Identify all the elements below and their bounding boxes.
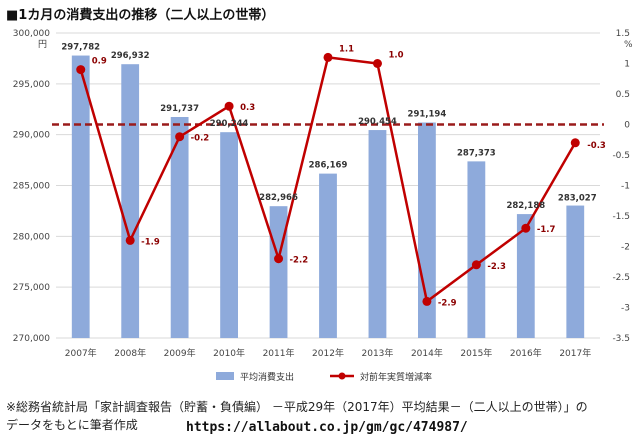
- bar-value-label: 283,027: [558, 194, 597, 204]
- axes: 円 % 270,000 275,000 280,000 285,000 290,000 2…: [13, 29, 633, 359]
- bar-series: [71, 55, 585, 338]
- right-tick-label: -2.5: [612, 273, 630, 283]
- bar: [467, 161, 486, 338]
- right-tick-label: -3: [621, 304, 630, 314]
- x-tick-label: 2012年: [312, 347, 344, 359]
- x-tick-label: 2017年: [559, 347, 591, 359]
- source-url[interactable]: https://allabout.co.jp/gm/gc/474987/: [186, 420, 468, 435]
- line-value-label: 1.0: [388, 51, 403, 61]
- line-value-label: 1.1: [339, 44, 354, 54]
- data-labels: 297,782 296,932 291,737 290,244 282,966 286,1…: [61, 43, 606, 309]
- line-value-label: -2.9: [438, 298, 457, 308]
- bar-value-label: 286,169: [309, 161, 348, 171]
- legend-bar-label: 平均消費支出: [240, 371, 294, 383]
- bar: [269, 206, 288, 338]
- right-tick-label: 0.5: [616, 90, 630, 100]
- left-tick-label: 270,000: [13, 334, 50, 344]
- right-tick-label: 0: [624, 121, 630, 131]
- x-tick-label: 2009年: [164, 347, 196, 359]
- x-tick-label: 2011年: [263, 347, 295, 359]
- bar: [71, 55, 90, 338]
- right-tick-label: -1.5: [612, 212, 630, 222]
- x-tick-label: 2007年: [65, 347, 97, 359]
- line-value-label: -1.7: [537, 225, 556, 235]
- line-point: [76, 65, 86, 75]
- left-tick-label: 290,000: [13, 131, 50, 141]
- bar-value-label: 291,737: [160, 104, 199, 114]
- bar: [220, 132, 238, 338]
- bar: [319, 173, 337, 338]
- bar-value-label: 296,932: [111, 51, 150, 61]
- left-axis-unit: 円: [38, 39, 47, 50]
- left-tick-label: 285,000: [13, 182, 50, 192]
- bar: [170, 117, 189, 338]
- line-point: [570, 138, 580, 148]
- line-value-label: -0.3: [587, 141, 606, 151]
- chart-title: ■1カ月の消費支出の推移（二人以上の世帯）: [6, 8, 275, 23]
- left-tick-label: 280,000: [13, 232, 50, 242]
- bar-value-label: 290,244: [210, 119, 249, 129]
- line-value-label: -2.3: [487, 262, 506, 272]
- bar: [566, 205, 585, 338]
- bar-value-label: 282,966: [259, 193, 298, 203]
- line-point: [175, 132, 185, 142]
- legend-line-marker: [338, 372, 346, 380]
- x-tick-label: 2015年: [460, 347, 492, 359]
- x-tick-label: 2013年: [362, 347, 394, 359]
- left-tick-label: 295,000: [13, 80, 50, 90]
- line-point: [323, 52, 333, 62]
- line-point: [125, 235, 135, 245]
- right-tick-label: -3.5: [612, 334, 630, 344]
- line-value-label: -2.2: [290, 256, 309, 266]
- legend: 平均消費支出 対前年実質増減率: [216, 371, 432, 383]
- chart: 297,782 296,932 291,737 290,244 282,966 286,1…: [13, 29, 633, 383]
- legend-bar-swatch: [216, 372, 234, 380]
- line-value-label: -0.2: [191, 134, 210, 144]
- right-axis-unit: %: [624, 40, 633, 50]
- bar: [121, 64, 140, 338]
- right-tick-label: -2: [621, 243, 630, 253]
- bar: [368, 130, 387, 338]
- right-tick-label: 1: [624, 60, 630, 70]
- right-tick-label: -0.5: [612, 151, 630, 161]
- x-tick-label: 2008年: [114, 347, 146, 359]
- footnote-source: ※総務省統計局「家計調査報告（貯蓄・負債編） －平成29年（2017年）平均結果…: [6, 400, 588, 414]
- left-tick-label: 300,000: [13, 29, 50, 39]
- left-tick-label: 275,000: [13, 283, 50, 293]
- bar-value-label: 297,782: [61, 43, 100, 53]
- line-point: [372, 59, 382, 68]
- line-point: [274, 254, 284, 264]
- x-tick-label: 2010年: [213, 347, 245, 359]
- right-tick-label: 1.5: [616, 29, 630, 39]
- bar-value-label: 290,454: [358, 117, 397, 127]
- legend-line-label: 対前年実質増減率: [360, 371, 432, 383]
- line-value-label: -1.9: [141, 237, 160, 247]
- line-point: [521, 223, 531, 233]
- line-value-label: 0.9: [92, 57, 107, 67]
- bar-value-label: 291,194: [408, 110, 447, 120]
- line-value-label: 0.3: [240, 103, 255, 113]
- line-point: [471, 260, 481, 270]
- bar-value-label: 287,373: [457, 148, 496, 158]
- bar: [516, 214, 535, 338]
- bar-value-label: 282,188: [506, 201, 545, 211]
- line-point: [224, 101, 234, 111]
- x-tick-label: 2014年: [411, 347, 443, 359]
- x-tick-label: 2016年: [510, 347, 542, 359]
- line-point: [422, 296, 432, 306]
- right-tick-label: -1: [621, 182, 630, 192]
- line-series: [76, 52, 580, 306]
- footnote-credit: データをもとに筆者作成: [6, 418, 138, 432]
